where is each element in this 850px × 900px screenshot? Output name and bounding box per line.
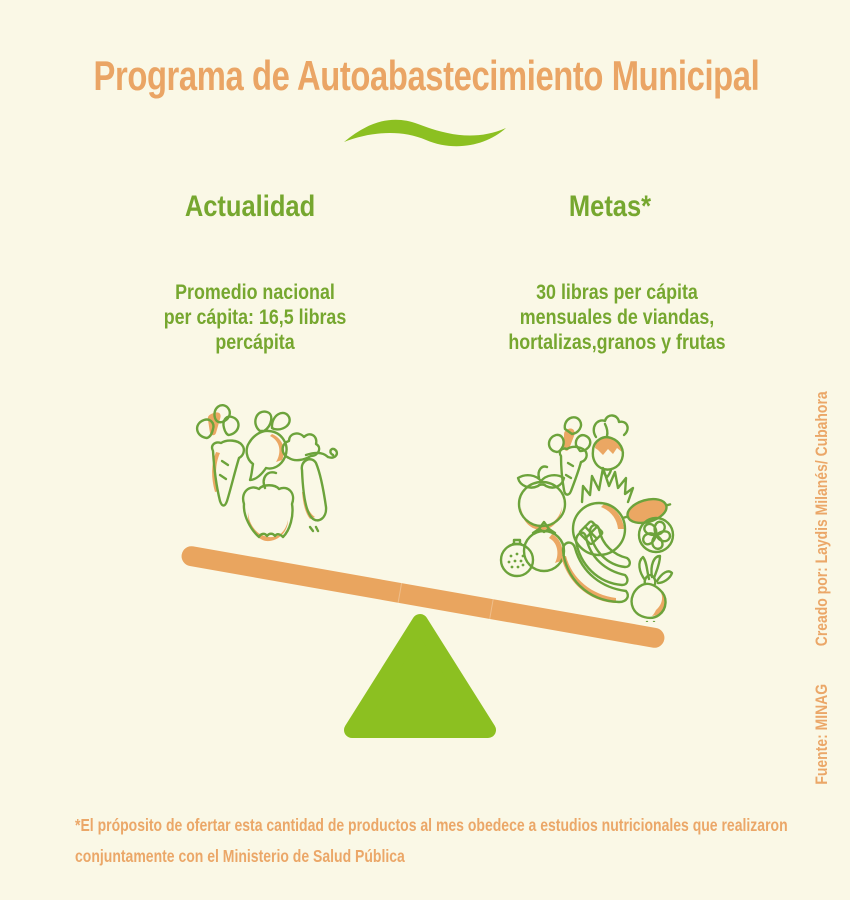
metas-line: 30 libras per cápita [536,281,698,304]
heading-actualidad: Actualidad [184,190,316,223]
vegetables-right-group [499,414,675,622]
cucumber-icon [281,432,339,533]
seesaw-fulcrum-triangle [344,614,496,738]
vegetables-left-group [196,404,339,542]
footnote-line: *El próposito de ofertar esta cantidad d… [75,815,788,835]
tomato-icon [516,465,567,531]
bell-pepper-icon [241,471,295,542]
metas-line: hortalizas,granos y frutas [508,331,726,354]
author-credit: Creado por: Laydis Milanés/ Cubahora [812,391,831,647]
metas-line: mensuales de viandas, [519,306,715,329]
actualidad-line: per cápita: 16,5 libras [163,306,347,329]
radish-icon [591,414,629,479]
dotted-orange-icon [499,538,535,578]
lime-slice-icon [637,516,675,554]
footnote: *El próposito de ofertar esta cantidad d… [75,810,795,872]
onion-icon [630,554,674,622]
radish-icon [245,410,291,482]
actualidad-text: Promedio nacional per cápita: 16,5 libra… [123,280,387,355]
pineapple-icon [571,466,635,557]
page-title: Programa de Autoabastecimiento Municipal [93,52,760,99]
source-credit: Fuente: MINAG [812,683,831,785]
heading-metas: Metas* [568,190,652,223]
bananas-icon [561,523,631,604]
credits: Fuente: MINAG Creado por: Laydis Milanés… [812,391,832,784]
wave-swoosh-icon [344,119,506,147]
carrot-icon [210,439,246,507]
actualidad-line: Promedio nacional [175,281,335,304]
metas-text: 30 libras per cápita mensuales de vianda… [485,280,749,355]
carrot-icon [547,416,592,496]
carrot-leaves-icon [196,404,240,440]
actualidad-line: percápita [215,331,295,354]
footnote-line: conjuntamente con el Ministerio de Salud… [75,846,405,866]
